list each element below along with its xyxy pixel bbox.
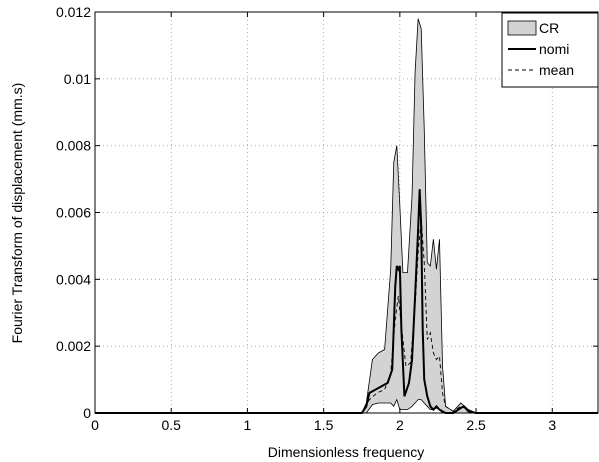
y-tick-label: 0.008	[56, 138, 91, 154]
y-tick-label: 0.012	[56, 4, 91, 20]
y-tick-label: 0.006	[56, 205, 91, 221]
x-tick-label: 2.5	[466, 417, 486, 433]
x-tick-label: 0	[91, 417, 99, 433]
legend-swatch-CR	[507, 20, 537, 36]
y-tick-label: 0.01	[64, 71, 91, 87]
x-tick-label: 2	[396, 417, 404, 433]
legend: CR nomi mean	[501, 12, 599, 88]
x-tick-label: 0.5	[161, 417, 181, 433]
legend-label-mean: mean	[539, 62, 574, 78]
y-tick-label: 0.004	[56, 271, 91, 287]
y-axis-label: Fourier Transform of displacement (mm.s)	[9, 83, 25, 344]
x-tick-label: 3	[548, 417, 556, 433]
x-tick-label: 1.5	[314, 417, 334, 433]
y-tick-label: 0	[83, 405, 91, 421]
cr-band-lower-edge	[95, 398, 598, 414]
x-tick-label: 1	[244, 417, 252, 433]
series-line-nomi	[95, 189, 598, 414]
series-lines-layer	[95, 189, 598, 414]
tick-layer: 0 0.5 1 1.5 2 2.5 3 0 0.002 0.004 0.006 0.008 0.01 0.…	[56, 4, 598, 433]
x-axis-label: Dimensionless frequency	[268, 444, 424, 460]
legend-label-CR: CR	[539, 20, 559, 36]
y-tick-label: 0.002	[56, 338, 91, 354]
legend-label-nomi: nomi	[539, 41, 569, 57]
series-line-mean	[95, 219, 598, 414]
